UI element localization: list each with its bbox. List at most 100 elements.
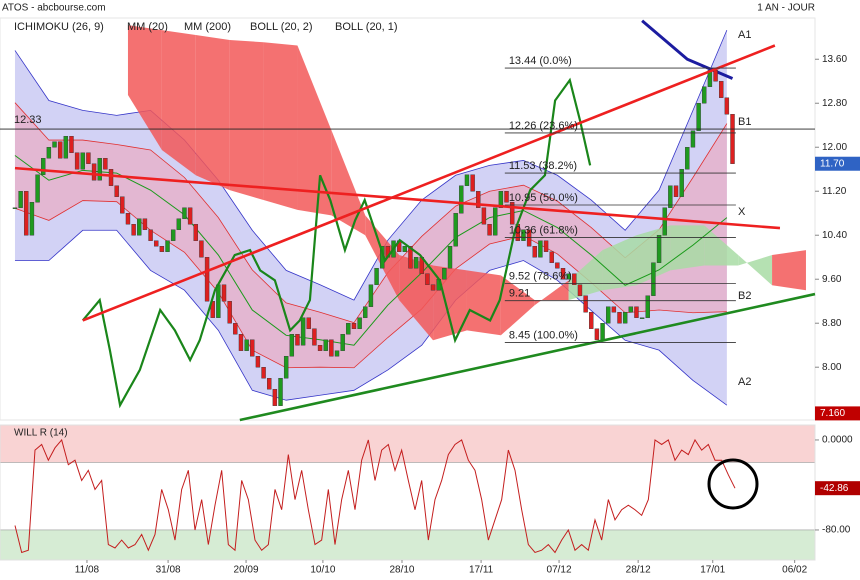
value-tag (815, 481, 860, 496)
candle (340, 334, 345, 351)
x-tick-label: 28/10 (389, 565, 414, 576)
candle (182, 207, 187, 219)
candle (481, 207, 487, 225)
candle (611, 306, 617, 313)
cloud-label: A2 (738, 376, 751, 388)
candle (278, 378, 283, 406)
chart-title: ATOS - abcbourse.com (2, 3, 106, 14)
y-tick-label: 8.00 (822, 362, 842, 373)
candle (312, 328, 317, 346)
candle (645, 295, 650, 318)
x-tick-label: 20/09 (234, 565, 259, 576)
legend-entry: MM (200) (184, 21, 231, 33)
candle (526, 229, 532, 247)
candle (334, 350, 340, 357)
candle (487, 224, 492, 236)
cloud-segment (636, 225, 671, 286)
candle (267, 378, 272, 390)
candle (673, 185, 679, 197)
x-tick-label: 31/08 (156, 565, 181, 576)
candle (470, 174, 475, 192)
cloud-label: X (738, 206, 746, 218)
candle (125, 213, 131, 225)
price-panel (0, 17, 816, 421)
candle (108, 169, 114, 186)
cloud-segment (161, 30, 196, 176)
candle (103, 158, 108, 170)
candle (216, 284, 221, 318)
candle (250, 339, 255, 357)
candle (52, 141, 57, 148)
candle (690, 130, 696, 148)
candle (374, 268, 379, 285)
candle (227, 301, 232, 324)
candle (165, 240, 170, 252)
candle (295, 334, 300, 346)
candle (255, 356, 261, 368)
candle (357, 317, 362, 329)
candle (594, 328, 600, 340)
y-tick-label: 9.60 (822, 274, 842, 285)
x-tick-label: 28/12 (626, 565, 651, 576)
price-tag (815, 406, 860, 421)
candle (504, 191, 509, 203)
candle (154, 240, 159, 247)
cloud-segment (568, 250, 603, 301)
legend-entry: ICHIMOKU (26, 9) (14, 21, 104, 33)
fib-label: 8.45 (100.0%) (509, 329, 578, 341)
candle (583, 295, 588, 313)
candle (272, 389, 278, 406)
candle (656, 235, 662, 263)
cloud-segment (127, 25, 162, 150)
candle (57, 141, 63, 159)
candle (120, 196, 125, 214)
band-line (14, 200, 727, 369)
candle (430, 284, 436, 291)
y-tick-label: 12.80 (822, 98, 847, 109)
candle (408, 246, 413, 269)
will-r-line (14, 438, 736, 554)
cloud-segment (466, 270, 501, 336)
fib-label: 10.36 (61.8%) (509, 224, 578, 236)
y-tick-label: 12.00 (822, 142, 847, 153)
candle (532, 246, 537, 258)
candle (560, 268, 566, 280)
candle (685, 147, 690, 170)
candle (459, 185, 464, 214)
candle (261, 367, 266, 379)
cloud-segment (331, 130, 366, 236)
price-tag-label: 7.160 (820, 408, 845, 419)
candle (577, 284, 583, 296)
candle (170, 229, 176, 241)
candle (679, 169, 684, 197)
candle (634, 306, 639, 318)
candle (464, 174, 470, 186)
y-tick-label: -80.00 (822, 525, 851, 536)
candle (543, 240, 549, 252)
candle (713, 70, 718, 82)
candle (476, 191, 481, 208)
candle (300, 317, 306, 346)
cloud-label: A1 (738, 29, 751, 41)
candle (204, 257, 210, 302)
candle (317, 345, 323, 351)
candle (97, 158, 102, 181)
legend-entry: BOLL (20, 2) (250, 21, 313, 33)
band-line (14, 229, 728, 406)
candle (413, 257, 419, 269)
candle (199, 240, 204, 258)
candle (323, 339, 328, 351)
cloud-segment (670, 225, 705, 271)
value-tag-label: -42.86 (820, 483, 849, 494)
candle (493, 207, 498, 236)
x-tick-label: 11/08 (75, 565, 100, 576)
candle (589, 312, 594, 329)
candle (283, 356, 289, 379)
candle (668, 185, 673, 208)
y-tick-label: 11.20 (822, 186, 847, 197)
candle (555, 262, 560, 269)
candle (572, 273, 577, 285)
cloud-segment (297, 45, 332, 216)
candle (114, 185, 119, 197)
